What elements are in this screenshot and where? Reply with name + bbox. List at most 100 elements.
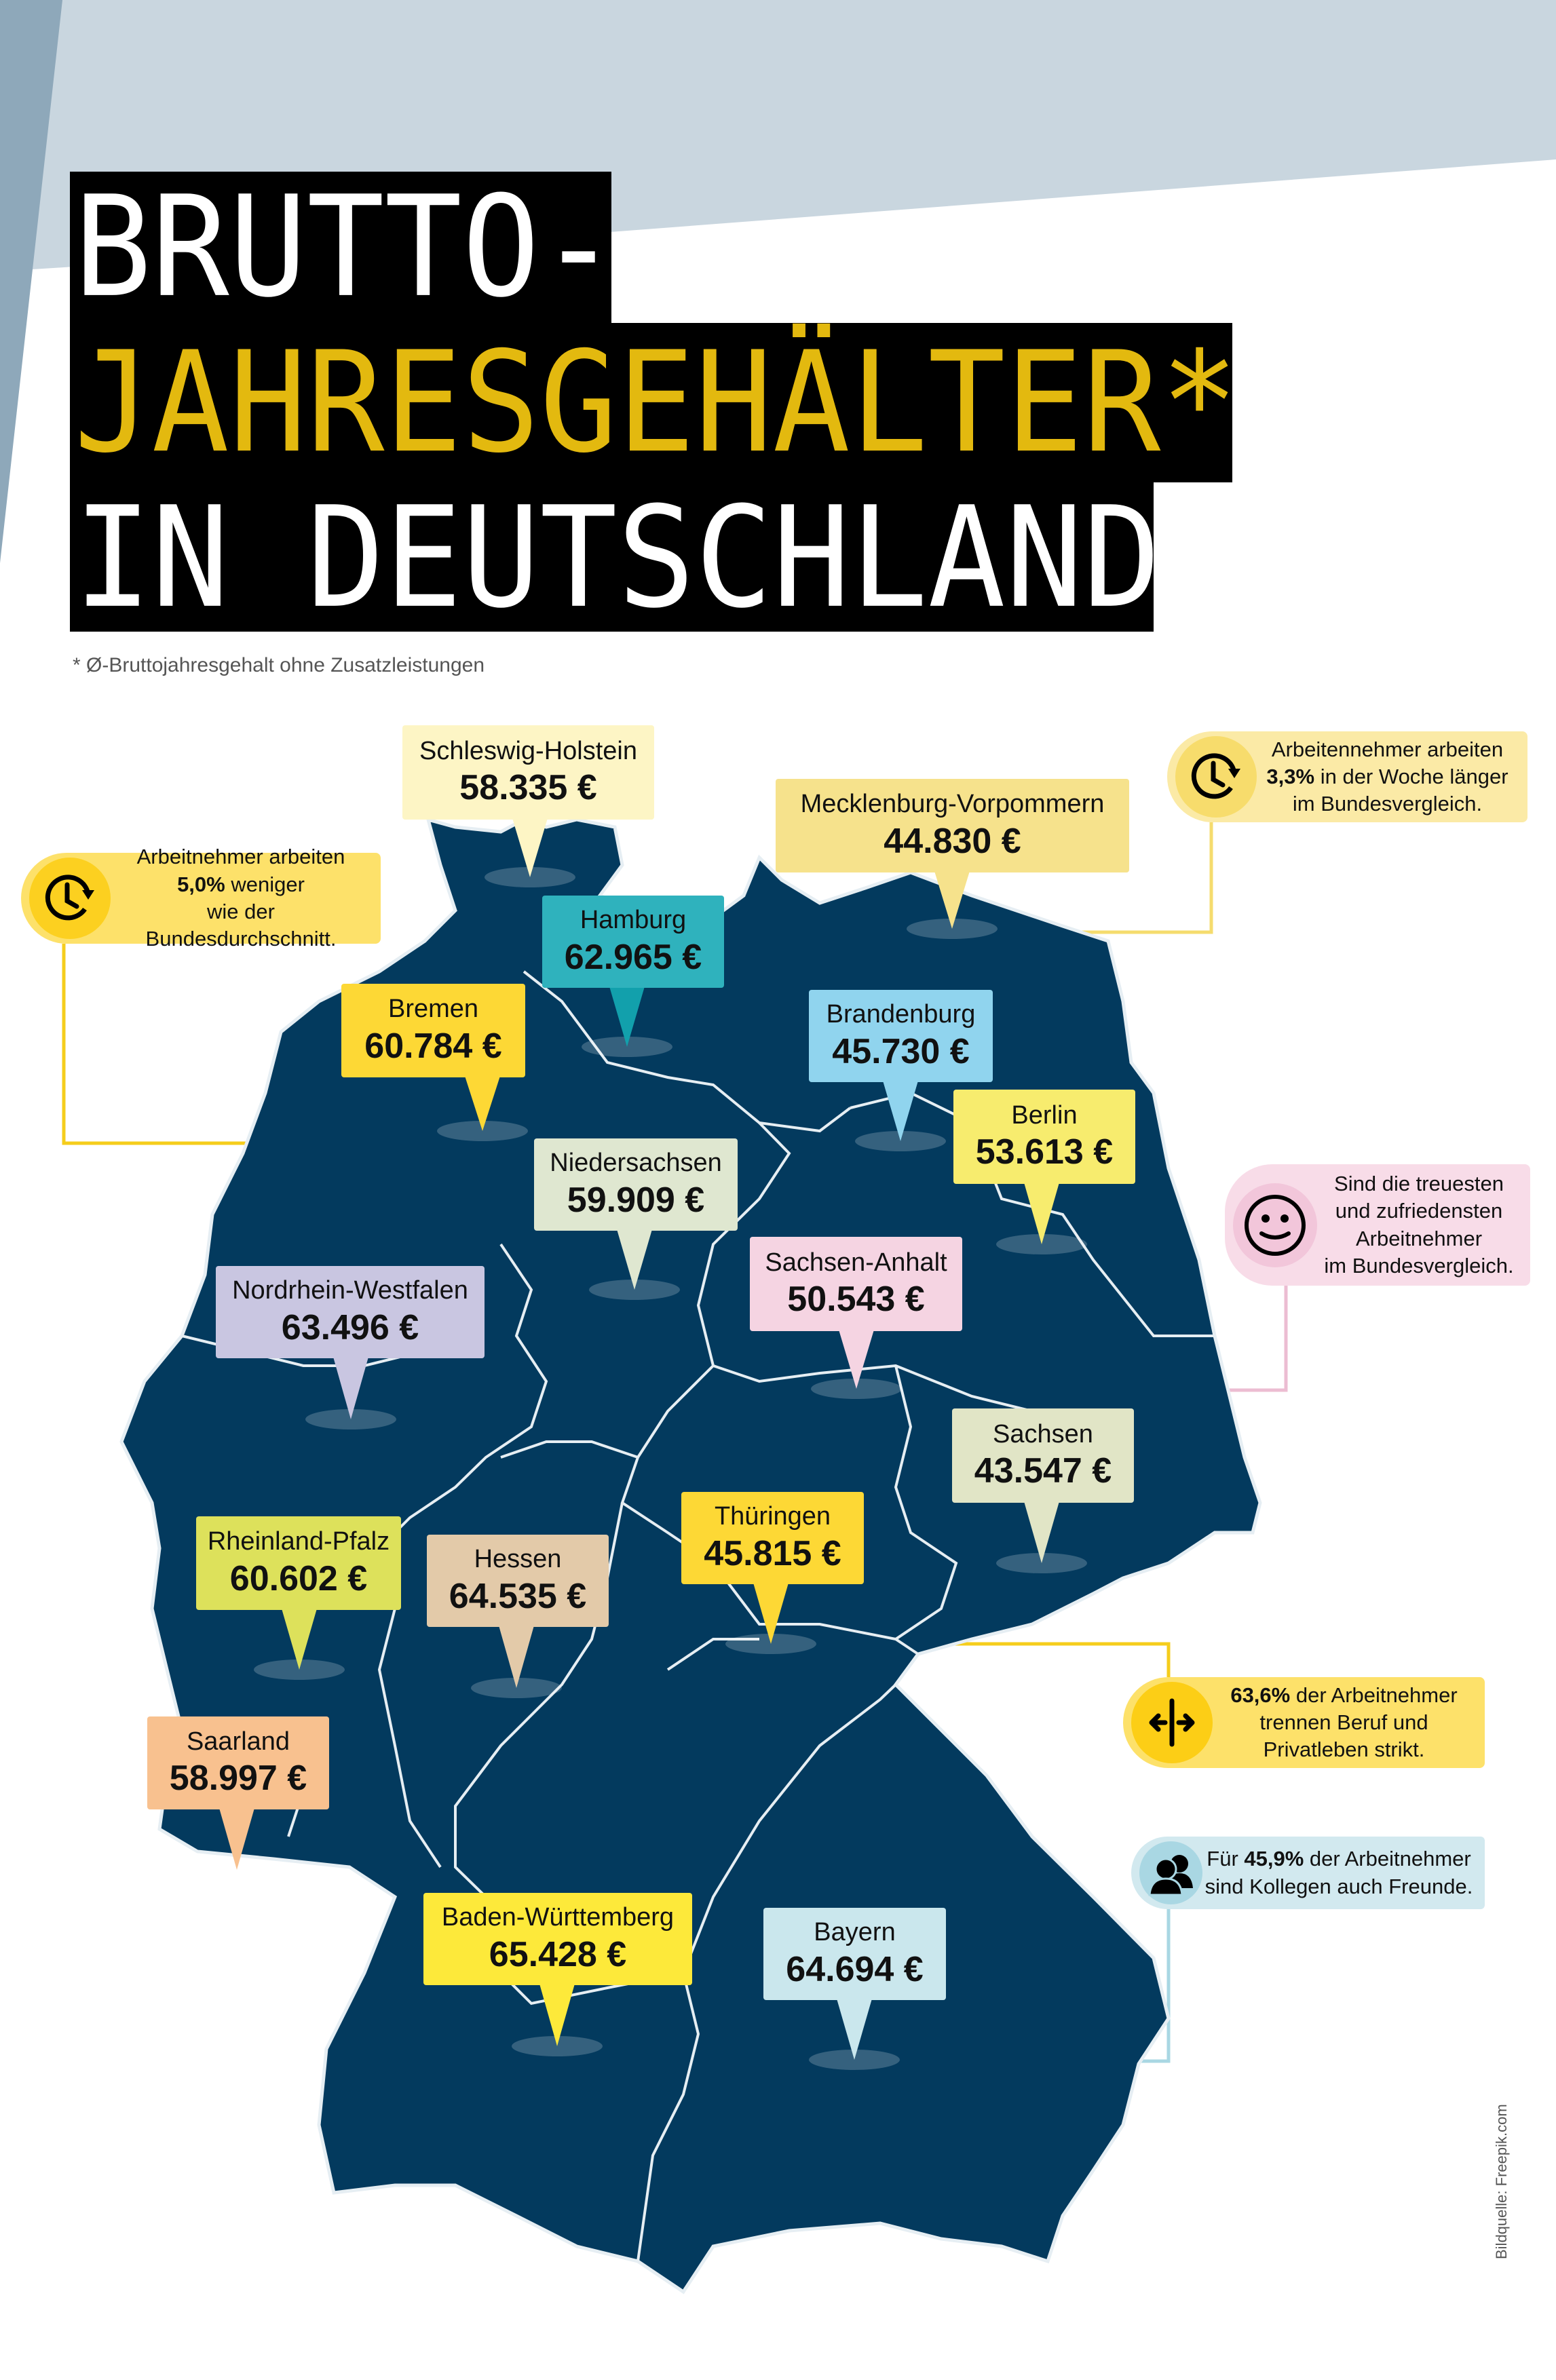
state-label-sachsen: Sachsen 43.547 € [952, 1408, 1134, 1503]
fact-line: und zufriedensten [1317, 1197, 1521, 1225]
state-name: Hessen [474, 1545, 562, 1573]
fact-segment: in der Woche länger [1314, 764, 1508, 788]
state-salary: 45.730 € [832, 1031, 970, 1071]
title-line-1: BRUTTO- [70, 172, 618, 323]
state-border [500, 1440, 639, 1459]
split-arrows-icon [1131, 1682, 1213, 1763]
state-name: Niedersachsen [550, 1149, 722, 1177]
people-icon [1139, 1841, 1202, 1904]
state-salary: 50.543 € [787, 1280, 925, 1320]
background-dark-shape [0, 0, 62, 563]
fact-segment: im Bundesvergleich. [1324, 1253, 1514, 1278]
state-salary: 45.815 € [704, 1533, 841, 1573]
state-label-sachsen-anhalt: Sachsen-Anhalt 50.543 € [750, 1237, 962, 1331]
fact-segment: trennen Beruf und [1259, 1710, 1428, 1734]
state-name: Mecklenburg-Vorpommern [800, 790, 1105, 818]
pin-pointer [499, 1626, 534, 1688]
state-salary: 53.613 € [975, 1132, 1114, 1172]
label-pointers [191, 818, 1087, 2070]
state-label-hamburg: Hamburg 62.965 € [542, 896, 724, 988]
state-salary: 63.496 € [281, 1307, 419, 1347]
pin-pointer [282, 1609, 317, 1670]
state-salary: 58.997 € [169, 1759, 307, 1799]
fact-line: Sind die treuesten [1317, 1170, 1521, 1197]
state-name: Baden-Württemberg [441, 1903, 675, 1932]
footnote: * Ø-Bruttojahresgehalt ohne Zusatzleistu… [73, 654, 485, 676]
fact-box: Arbeitnehmer arbeiten 5,0% weniger wie der… [21, 845, 381, 951]
fact-line: Arbeitnehmer [1317, 1225, 1521, 1252]
fact-segment: wie der Bundesdurchschnitt. [145, 900, 337, 951]
fact-text: Arbeitennehmer arbeiten 3,3% in der Woche… [1257, 736, 1527, 818]
fact-segment: im Bundesvergleich. [1292, 792, 1483, 816]
state-salary: 65.428 € [489, 1934, 627, 1974]
state-border [893, 1365, 958, 1655]
state-name: Sachsen [993, 1419, 1093, 1448]
fact-highlight: 63,6% [1230, 1683, 1291, 1707]
state-label-thueringen: Thüringen 45.815 € [681, 1492, 864, 1584]
fact-line: 3,3% in der Woche länger [1257, 763, 1518, 790]
state-salary: 43.547 € [974, 1451, 1112, 1491]
fact-segment: der Arbeitnehmer [1304, 1847, 1471, 1871]
state-border [637, 1972, 700, 2262]
fact-highlight: 45,9% [1244, 1847, 1304, 1871]
fact-line: Für 45,9% der Arbeitnehmer [1202, 1845, 1475, 1873]
title-text-3: IN DEUTSCHLAND [74, 476, 1161, 639]
fact-segment: Arbeitnehmer [1355, 1226, 1483, 1250]
fact-segment: Sind die treuesten [1334, 1171, 1504, 1195]
fact-box: Für 45,9% der Arbeitnehmer sind Kollegen … [1131, 1837, 1485, 1909]
state-border [523, 970, 852, 1133]
fact-highlight: 5,0% [177, 872, 225, 896]
pin-pointer [512, 818, 548, 877]
fact-segment: und zufriedensten [1335, 1199, 1503, 1223]
pin-pointer [333, 1357, 368, 1419]
title-text-1: BRUTTO- [74, 166, 618, 328]
pin-pointer [1024, 1183, 1059, 1244]
state-name: Saarland [186, 1727, 290, 1756]
fact-line: im Bundesvergleich. [1257, 790, 1518, 818]
pin-pointer [753, 1583, 789, 1644]
pin-pointer [539, 1984, 575, 2046]
state-salary: 64.694 € [786, 1949, 924, 1989]
pin-pointer [465, 1076, 500, 1131]
state-name: Nordrhein-Westfalen [232, 1276, 468, 1305]
fact-text: Sind die treuesten und zufriedensten Arbei… [1317, 1170, 1530, 1280]
fact-segment: Arbeitnehmer arbeiten [136, 845, 345, 869]
fact-box: Sind die treuesten und zufriedensten Arbei… [1225, 1164, 1530, 1286]
state-label-bremen: Bremen 60.784 € [341, 984, 525, 1077]
fact-segment: der Arbeitnehmer [1290, 1683, 1458, 1707]
state-label-rheinland-pfalz: Rheinland-Pfalz 60.602 € [196, 1516, 401, 1610]
fact-segment: weniger [225, 872, 305, 896]
state-name: Bayern [814, 1918, 896, 1946]
fact-segment: Arbeitennehmer arbeiten [1271, 737, 1504, 761]
state-salary: 58.335 € [459, 768, 597, 808]
pin-pointer [1024, 1501, 1059, 1563]
fact-line: wie der Bundesdurchschnitt. [111, 898, 371, 953]
fact-line: sind Kollegen auch Freunde. [1202, 1873, 1475, 1900]
pin-pointer [837, 1999, 872, 2060]
pin-pointer [219, 1808, 254, 1870]
title-line-2: JAHRESGEHÄLTER* [70, 323, 1238, 482]
state-salary: 64.535 € [449, 1576, 587, 1616]
fact-line: trennen Beruf und [1213, 1709, 1475, 1736]
state-label-bayern: Bayern 64.694 € [763, 1908, 946, 2000]
title-text-2: JAHRESGEHÄLTER* [74, 322, 1238, 484]
state-border [378, 1243, 548, 1550]
clock-icon [29, 858, 111, 939]
state-label-saarland: Saarland 58.997 € [147, 1716, 329, 1809]
fact-line: 5,0% weniger [111, 871, 371, 898]
state-salary: 60.602 € [229, 1558, 368, 1598]
state-label-hessen: Hessen 64.535 € [427, 1535, 609, 1627]
clock-icon [1175, 736, 1257, 818]
fact-line: Arbeitennehmer arbeiten [1257, 736, 1518, 763]
state-salary: 44.830 € [884, 821, 1021, 861]
state-name: Rheinland-Pfalz [207, 1527, 390, 1556]
state-name: Hamburg [580, 906, 687, 934]
fact-line: im Bundesvergleich. [1317, 1252, 1521, 1280]
state-label-brandenburg: Brandenburg 45.730 € [809, 990, 993, 1082]
fact-line: Arbeitnehmer arbeiten [111, 843, 371, 870]
state-label-berlin: Berlin 53.613 € [953, 1090, 1135, 1184]
fact-segment: Für [1207, 1847, 1245, 1871]
state-name: Bremen [387, 995, 479, 1023]
state-border [666, 1638, 759, 1671]
